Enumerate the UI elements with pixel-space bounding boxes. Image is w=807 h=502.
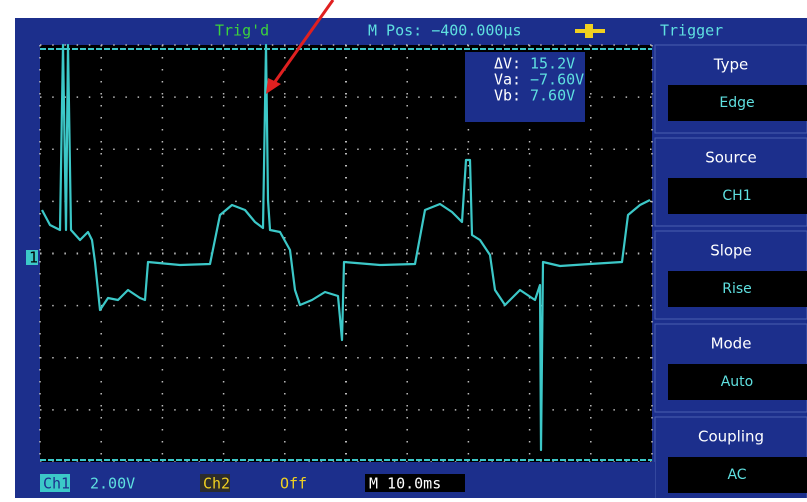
menu: Type Edge Source CH1 Slope Rise Mode Auto Coupli… <box>655 45 807 498</box>
menu-item-value: CH1 <box>722 188 751 204</box>
menu-item-value: AC <box>727 467 746 483</box>
menu-item-label: Mode <box>711 335 752 353</box>
ch1-label: Ch1 <box>43 475 70 493</box>
menu-item-value: Auto <box>721 374 754 390</box>
menu-item-value: Edge <box>719 95 754 111</box>
menu-item-label: Source <box>705 149 757 167</box>
oscilloscope-screen: ΔV: 15.2V Va: −7.60V Vb: 7.60V 1 Trig'd … <box>0 0 807 498</box>
menu-title: Trigger <box>660 22 723 40</box>
ch2-state: Off <box>280 475 307 493</box>
cursor-b-label: Vb: <box>494 87 521 105</box>
menu-item-label: Type <box>713 56 748 74</box>
menu-item-value: Rise <box>722 281 752 297</box>
position: M Pos: −400.000µs <box>368 22 522 40</box>
timebase: M 10.0ms <box>369 475 441 493</box>
ch1-scale: 2.00V <box>90 475 135 493</box>
menu-item-label: Slope <box>710 242 752 260</box>
cursor-b-value: 7.60V <box>530 87 575 105</box>
menu-item-label: Coupling <box>698 428 764 446</box>
ch2-label: Ch2 <box>203 475 230 493</box>
channel-marker: 1 <box>29 249 38 267</box>
trigger-state: Trig'd <box>215 22 269 40</box>
